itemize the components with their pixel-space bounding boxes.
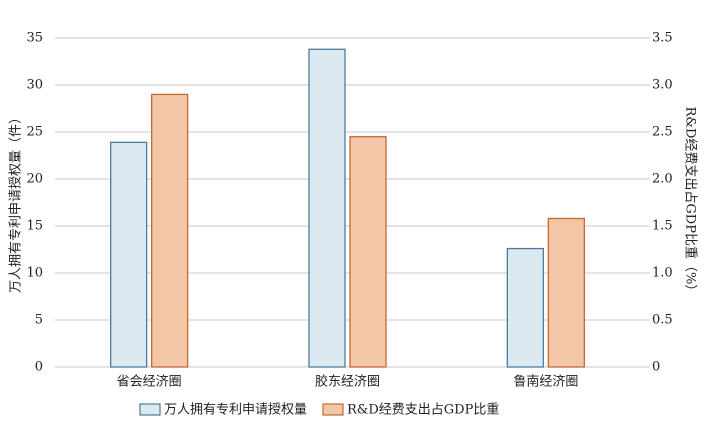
y-axis-label: 万人拥有专利申请授权量（件） [8,111,24,293]
y2-tick-label: 1.5 [652,219,673,234]
y-tick-label: 15 [26,219,43,234]
bar [110,141,148,368]
bar [506,247,544,368]
y-tick-label: 20 [26,172,43,187]
x-tick-label: 省会经济圈 [117,375,182,390]
y2-tick-label: 0 [652,360,660,375]
y-tick-label: 25 [26,125,43,140]
bar [308,48,346,368]
y2-tick-label: 0.5 [652,313,673,328]
y2-tick-label: 1.0 [652,266,673,281]
y-tick-label: 0 [35,360,43,375]
y2-tick-label: 3.0 [652,78,673,93]
y2-tick-label: 2.0 [652,172,673,187]
y-tick-label: 35 [26,31,43,46]
x-tick-label: 胶东经济圈 [315,374,380,390]
bar [349,136,387,368]
y-tick-label: 5 [35,313,43,328]
x-tick-label: 鲁南经济圈 [513,374,578,390]
legend-swatch [139,403,161,416]
y2-tick-label: 3.5 [652,31,673,46]
bar [151,93,189,368]
y-tick-label: 10 [26,266,43,281]
bar [547,217,585,368]
legend-label: R&D经费支出占GDP比重 [347,402,499,418]
y2-tick-label: 2.5 [652,125,673,140]
legend-swatch [322,403,344,416]
legend-label: 万人拥有专利申请授权量 [164,402,307,418]
y2-axis-label: R&D经费支出占GDP比重（%） [683,107,699,298]
y-tick-label: 30 [26,78,43,93]
